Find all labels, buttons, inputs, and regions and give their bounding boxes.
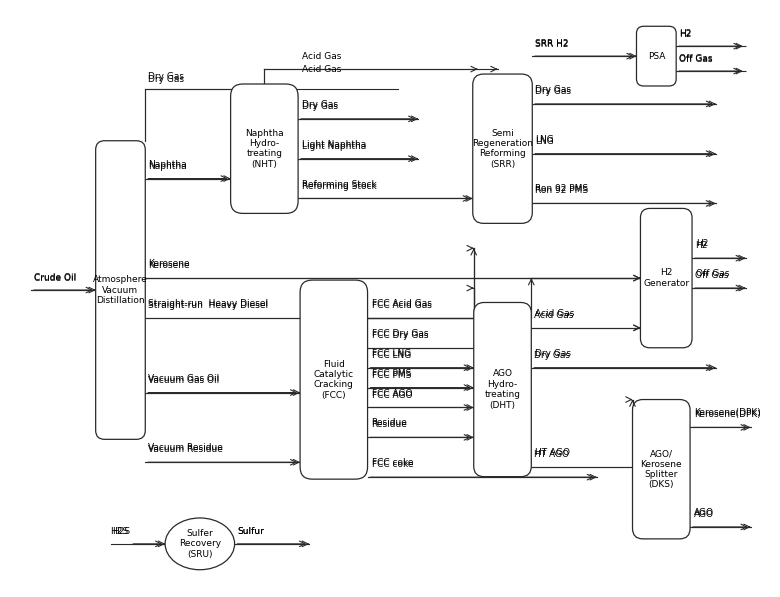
Text: FCC Acid Gas: FCC Acid Gas bbox=[371, 301, 431, 310]
Text: SRR H2: SRR H2 bbox=[535, 39, 569, 48]
Text: SRR H2: SRR H2 bbox=[535, 40, 569, 49]
Text: Ron 92 PMS: Ron 92 PMS bbox=[535, 184, 588, 193]
Text: HT AGO: HT AGO bbox=[535, 448, 570, 457]
Text: Acid Gas: Acid Gas bbox=[302, 52, 342, 61]
Text: Kerosene(DPK): Kerosene(DPK) bbox=[694, 410, 760, 420]
Text: AGO: AGO bbox=[694, 508, 714, 517]
FancyBboxPatch shape bbox=[231, 84, 298, 213]
Text: Light Naphtha: Light Naphtha bbox=[302, 141, 367, 150]
FancyBboxPatch shape bbox=[473, 303, 531, 476]
Text: Kerosene: Kerosene bbox=[148, 261, 190, 270]
Text: Dry Gas: Dry Gas bbox=[148, 75, 184, 84]
Text: Naphtha: Naphtha bbox=[148, 159, 187, 168]
Text: H2: H2 bbox=[695, 241, 707, 250]
Text: Reforming Stock: Reforming Stock bbox=[302, 181, 377, 190]
Text: AGO
Hydro-
treating
(DHT): AGO Hydro- treating (DHT) bbox=[484, 370, 520, 410]
Text: Light Naphtha: Light Naphtha bbox=[302, 140, 367, 149]
Text: Kerosene(DPK): Kerosene(DPK) bbox=[694, 408, 760, 417]
FancyBboxPatch shape bbox=[300, 280, 367, 479]
Text: Atmosphere
Vacuum
Distillation: Atmosphere Vacuum Distillation bbox=[93, 275, 148, 305]
Text: H2S: H2S bbox=[112, 527, 131, 536]
Text: Off Gas: Off Gas bbox=[695, 271, 729, 280]
Text: FCC PMS: FCC PMS bbox=[371, 368, 411, 378]
Text: FCC coke: FCC coke bbox=[371, 458, 413, 467]
Text: Naphtha: Naphtha bbox=[148, 162, 187, 171]
Text: Semi
Regeneration
Reforming
(SRR): Semi Regeneration Reforming (SRR) bbox=[472, 128, 533, 169]
Text: Dry Gas: Dry Gas bbox=[535, 349, 571, 358]
Text: Straight-run  Heavy Diesel: Straight-run Heavy Diesel bbox=[148, 299, 268, 308]
Text: Sulfur: Sulfur bbox=[238, 527, 264, 536]
Text: Straight-run  Heavy Diesel: Straight-run Heavy Diesel bbox=[148, 301, 268, 310]
Text: Vacuum Residue: Vacuum Residue bbox=[148, 444, 223, 453]
Text: FCC Acid Gas: FCC Acid Gas bbox=[371, 299, 431, 308]
Text: Acid Gas: Acid Gas bbox=[535, 309, 575, 318]
Text: LNG: LNG bbox=[535, 137, 554, 146]
FancyBboxPatch shape bbox=[633, 399, 690, 539]
Text: FCC Dry Gas: FCC Dry Gas bbox=[371, 331, 428, 340]
Text: Crude Oil: Crude Oil bbox=[34, 273, 76, 282]
Text: Reforming Stock: Reforming Stock bbox=[302, 180, 377, 189]
Text: H2
Generator: H2 Generator bbox=[644, 269, 690, 288]
Text: FCC AGO: FCC AGO bbox=[371, 390, 412, 399]
Text: Fluid
Catalytic
Cracking
(FCC): Fluid Catalytic Cracking (FCC) bbox=[314, 359, 354, 400]
Text: Dry Gas: Dry Gas bbox=[302, 100, 338, 109]
Text: Sulfer
Recovery
(SRU): Sulfer Recovery (SRU) bbox=[179, 529, 221, 559]
Text: FCC AGO: FCC AGO bbox=[371, 389, 412, 398]
Text: Off Gas: Off Gas bbox=[679, 54, 713, 63]
Text: PSA: PSA bbox=[647, 51, 665, 61]
Text: Residue: Residue bbox=[371, 418, 407, 427]
Text: Dry Gas: Dry Gas bbox=[148, 72, 184, 81]
Text: Dry Gas: Dry Gas bbox=[302, 102, 338, 111]
Text: Off Gas: Off Gas bbox=[696, 269, 729, 278]
Text: Acid Gas: Acid Gas bbox=[302, 65, 342, 74]
Text: Sulfur: Sulfur bbox=[238, 527, 264, 536]
Text: AGO/
Kerosene
Splitter
(DKS): AGO/ Kerosene Splitter (DKS) bbox=[640, 449, 682, 490]
Text: AGO: AGO bbox=[694, 510, 714, 519]
Ellipse shape bbox=[165, 518, 235, 570]
Text: FCC LNG: FCC LNG bbox=[371, 349, 411, 358]
Text: FCC PMS: FCC PMS bbox=[371, 371, 411, 380]
Text: FCC coke: FCC coke bbox=[371, 460, 413, 469]
FancyBboxPatch shape bbox=[473, 74, 532, 223]
FancyBboxPatch shape bbox=[96, 141, 145, 439]
Text: Naphtha
Hydro-
treating
(NHT): Naphtha Hydro- treating (NHT) bbox=[245, 128, 284, 169]
Text: Acid Gas: Acid Gas bbox=[534, 311, 573, 320]
Text: FCC LNG: FCC LNG bbox=[371, 350, 411, 360]
FancyBboxPatch shape bbox=[640, 208, 692, 348]
Text: Crude Oil: Crude Oil bbox=[34, 274, 76, 283]
Text: FCC Dry Gas: FCC Dry Gas bbox=[371, 329, 428, 338]
Text: Residue: Residue bbox=[371, 420, 407, 429]
Text: H2S: H2S bbox=[111, 527, 129, 536]
FancyBboxPatch shape bbox=[636, 26, 676, 86]
Text: Dry Gas: Dry Gas bbox=[535, 85, 571, 94]
Text: Vacuum Gas Oil: Vacuum Gas Oil bbox=[148, 374, 219, 383]
Text: Off Gas: Off Gas bbox=[679, 55, 713, 64]
Text: LNG: LNG bbox=[535, 135, 554, 144]
Text: H2: H2 bbox=[679, 29, 692, 38]
Text: Kerosene: Kerosene bbox=[148, 259, 190, 268]
Text: Ron 92 PMS: Ron 92 PMS bbox=[535, 186, 588, 195]
Text: Vacuum Gas Oil: Vacuum Gas Oil bbox=[148, 376, 219, 384]
Text: Dry Gas: Dry Gas bbox=[535, 87, 571, 96]
Text: Vacuum Residue: Vacuum Residue bbox=[148, 445, 223, 454]
Text: Dry Gas: Dry Gas bbox=[534, 350, 570, 360]
Text: H2: H2 bbox=[679, 30, 692, 39]
Text: H2: H2 bbox=[696, 239, 708, 248]
Text: HT AGO: HT AGO bbox=[534, 450, 569, 459]
